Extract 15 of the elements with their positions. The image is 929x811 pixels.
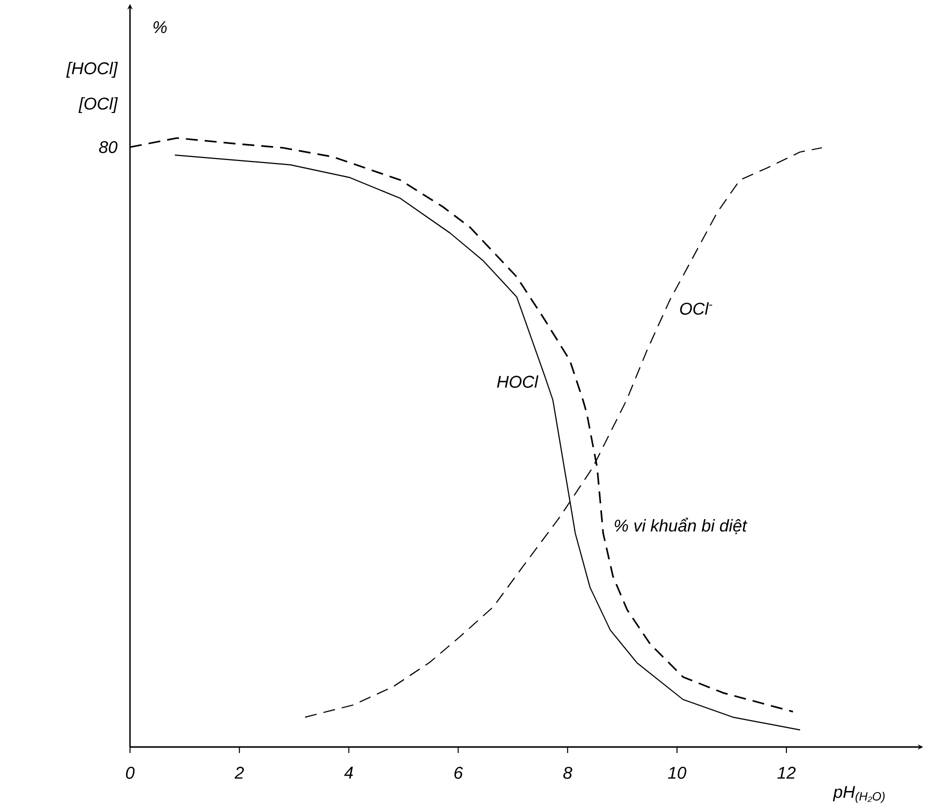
- x-tick-label: 0: [126, 766, 135, 779]
- x-tick-label: 10: [668, 766, 686, 779]
- text: %: [153, 21, 167, 34]
- text: [HOCl]: [66, 62, 118, 78]
- text: [OCl]: [78, 97, 118, 114]
- x-tick-label: 12: [777, 766, 796, 779]
- x-tick-label: 8: [563, 766, 572, 779]
- text: 80: [99, 141, 118, 154]
- x-tick-label: 2: [234, 766, 244, 779]
- x-axis-title: pH$_{(H₂O)}$: [832, 786, 885, 803]
- series-label: OCl$^{-}$: [680, 302, 712, 315]
- x-tick-label: 4: [344, 766, 353, 779]
- x-tick-label: 6: [454, 766, 463, 779]
- series-label: % vi khuẩn bi diệt: [614, 518, 748, 534]
- series-label: HOCl: [497, 375, 538, 388]
